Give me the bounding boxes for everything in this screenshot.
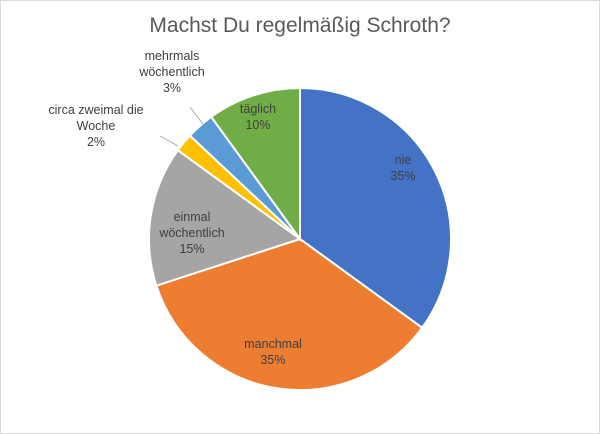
pie-slice-manchmal — [155, 237, 424, 391]
data-label: nie 35% — [390, 153, 415, 183]
leader-line — [159, 135, 179, 147]
data-label: circa zweimal die Woche 2% — [48, 103, 143, 149]
pie-slice-täglich — [209, 86, 301, 243]
data-label: mehrmals wöchentlich 3% — [138, 49, 204, 95]
data-label: täglich 10% — [240, 102, 276, 132]
pie-slice-nie — [299, 86, 452, 330]
data-label: manchmal 35% — [244, 337, 302, 367]
data-label: einmal wöchentlich 15% — [158, 210, 224, 256]
leader-line — [189, 106, 204, 125]
pie-slice-einmal-wöchentlich — [148, 148, 303, 287]
chart-title: Machst Du regelmäßig Schroth? — [149, 14, 451, 37]
